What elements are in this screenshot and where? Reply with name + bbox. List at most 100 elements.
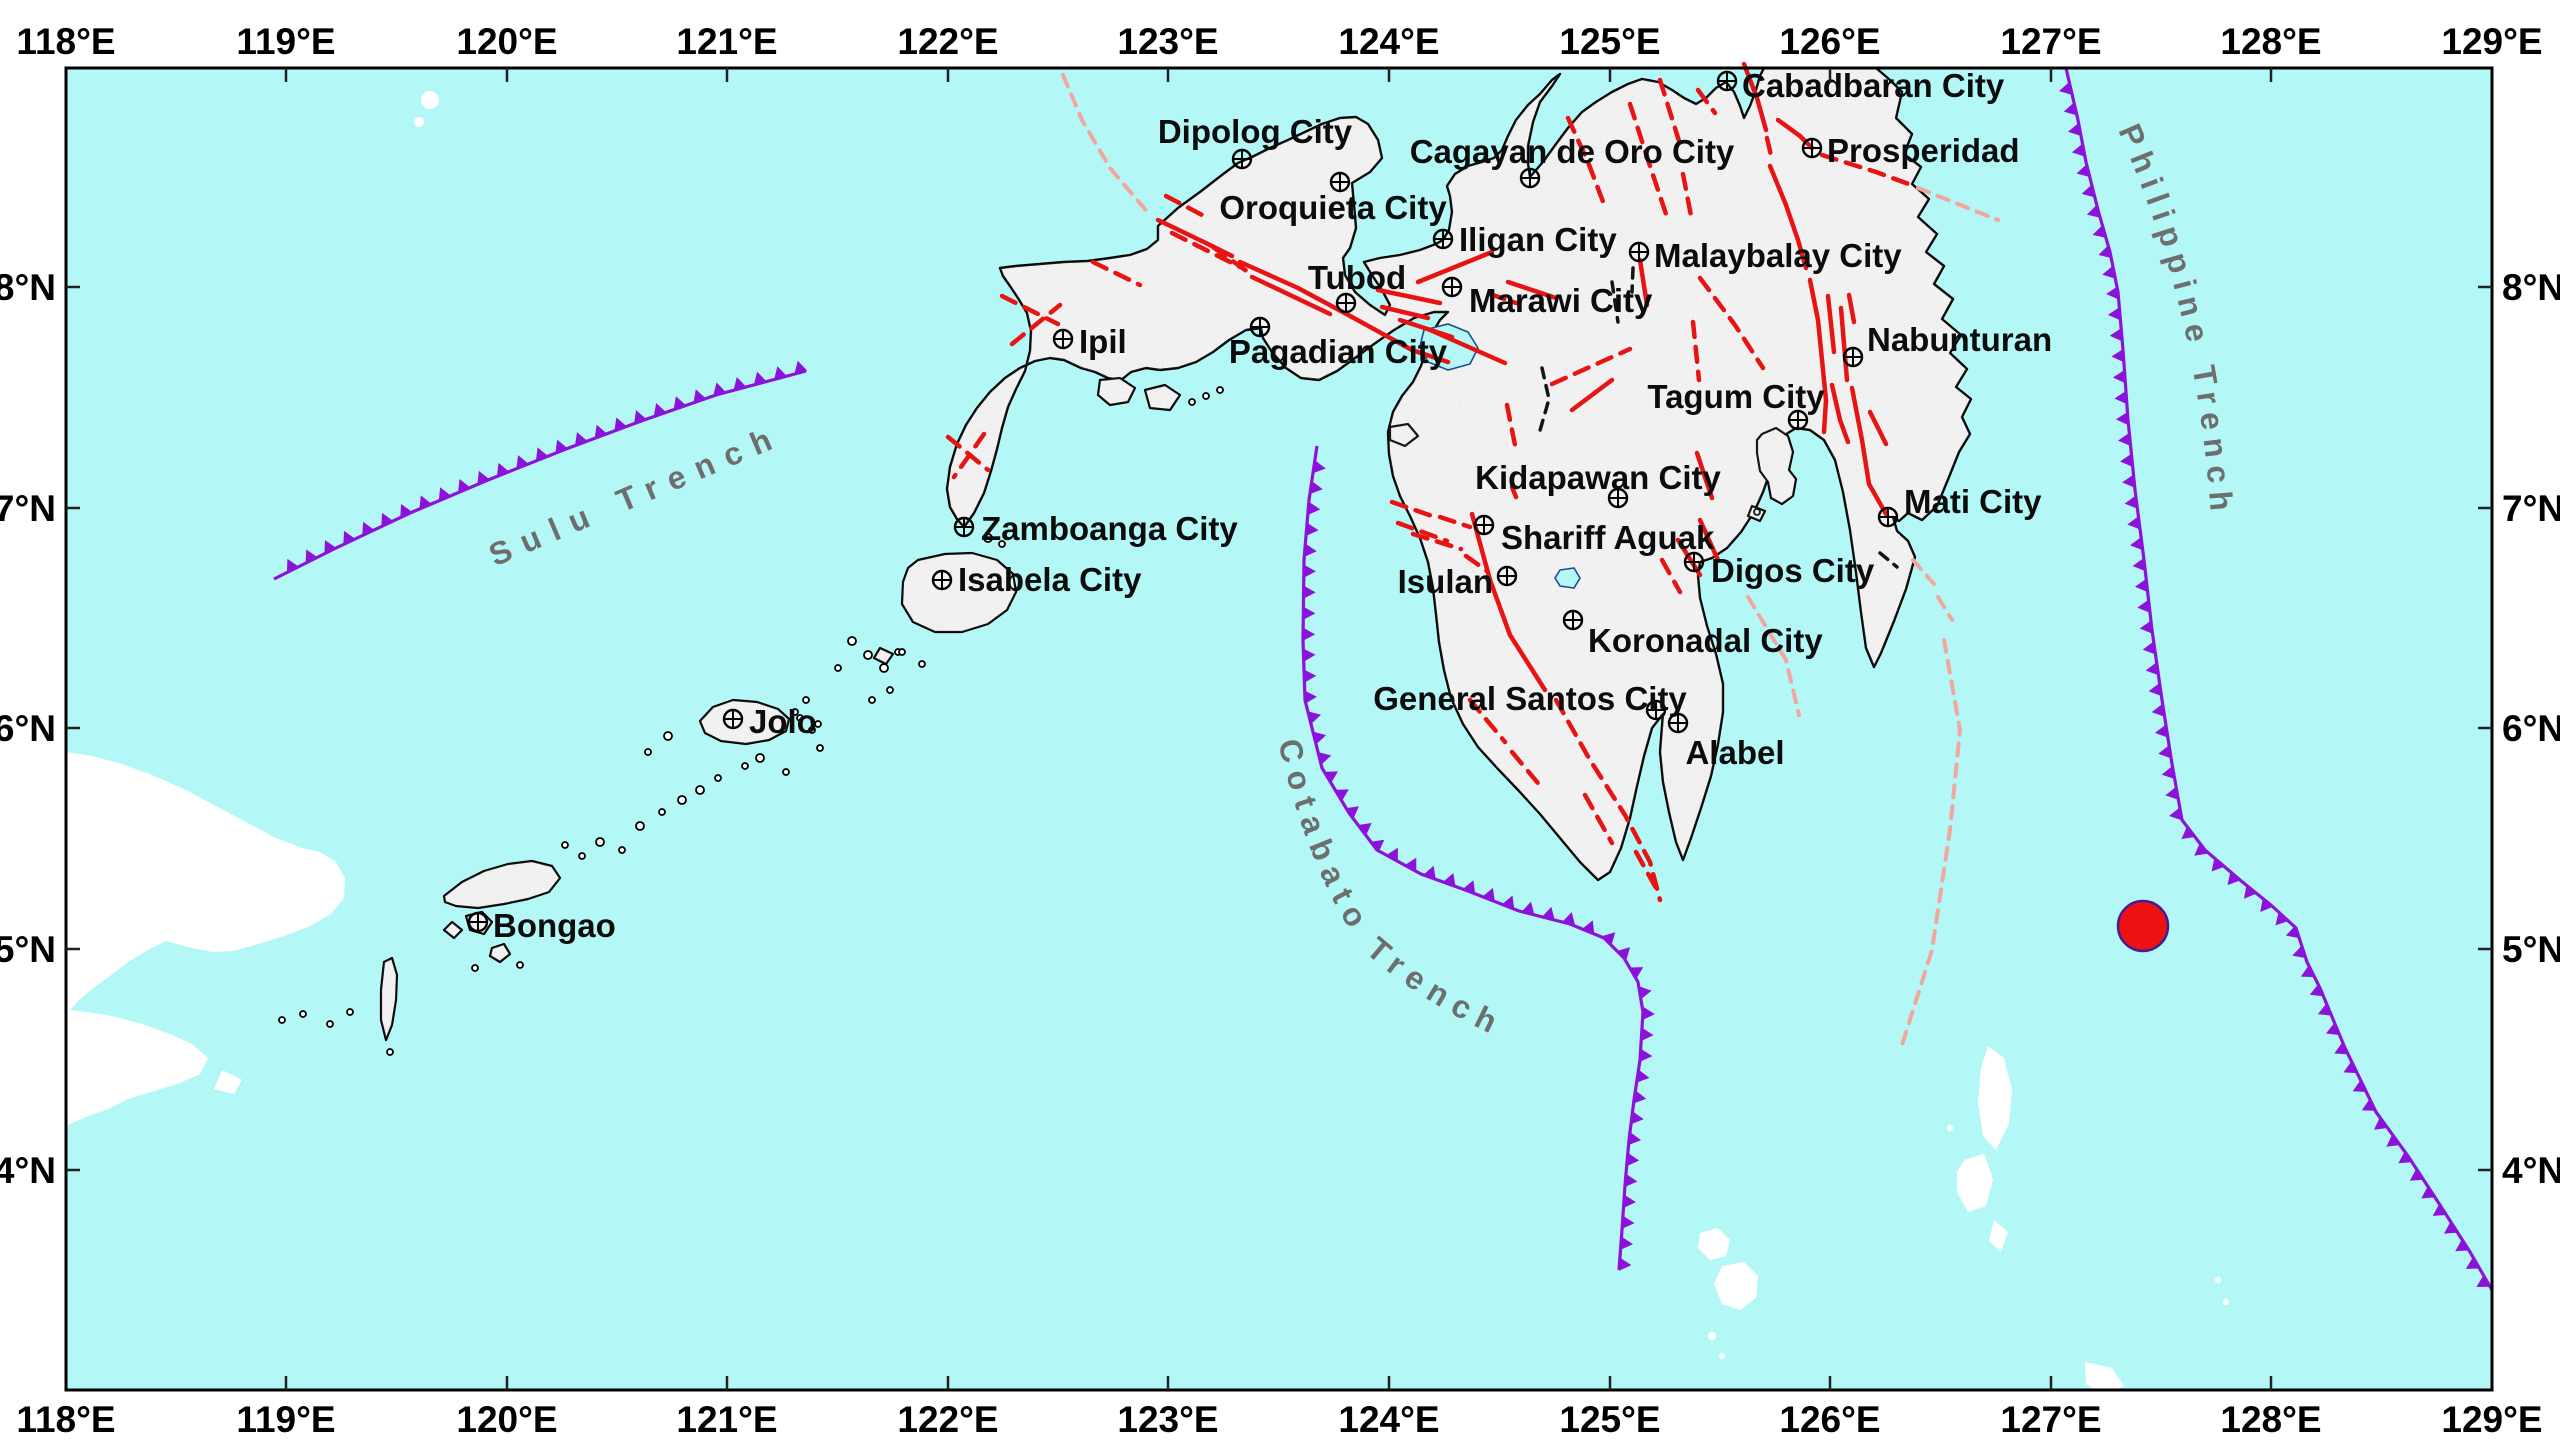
- fault-line-dashed: [1680, 171, 1695, 224]
- axis-label-bottom: 129°E: [2441, 1399, 2542, 1440]
- islet: [802, 696, 810, 704]
- city-label: Isulan: [1398, 563, 1493, 600]
- fault-line-dashed: [1509, 484, 1519, 500]
- fault-line-dashed: [999, 293, 1061, 327]
- islet: [868, 696, 876, 704]
- city-label: Pagadian City: [1229, 333, 1448, 370]
- city-label: Nabunturan: [1867, 321, 2052, 358]
- city-label: Malaybalay City: [1654, 237, 1902, 274]
- fault-line-dashed: [951, 431, 987, 480]
- fault-line-dashed: [1565, 115, 1608, 210]
- fault-line-pink-dashed: [1061, 73, 1152, 217]
- fault-line-dashed: [1009, 302, 1063, 347]
- fault-line-dashed: [1437, 514, 1473, 530]
- city-alabel: Alabel: [1667, 712, 1785, 771]
- islet: [814, 720, 822, 728]
- city-label: Mati City: [1904, 483, 2042, 520]
- city-label: Tubod: [1308, 259, 1406, 296]
- fault-line-black-dashed: [1537, 366, 1551, 436]
- city-label: Ipil: [1079, 323, 1127, 360]
- fault-line-solid: [1427, 327, 1508, 366]
- fault-line-solid: [1505, 279, 1559, 301]
- city-label: Tagum City: [1647, 378, 1825, 415]
- axis-label-bottom: 127°E: [2000, 1399, 2101, 1440]
- fault-line-solid: [1846, 292, 1857, 325]
- islet: [595, 837, 605, 847]
- fault-line-dashed: [1169, 230, 1243, 270]
- fault-line-dashed: [1627, 101, 1671, 223]
- fault-line-solid: [1415, 249, 1495, 285]
- fault-line-solid: [1775, 117, 1815, 151]
- fault-line-pink-dashed: [1916, 186, 2000, 222]
- islet-plain: [2215, 1277, 2221, 1283]
- fault-line-solid: [1469, 511, 1548, 693]
- fault-line-pink-dashed: [1746, 595, 1801, 717]
- fault-line-dashed: [1163, 193, 1205, 218]
- city-label: Prosperidad: [1827, 132, 2020, 169]
- axis-label-right: 8°N: [2502, 267, 2560, 308]
- fault-line-pink-dashed: [1936, 595, 1954, 622]
- islet: [998, 540, 1006, 548]
- city-label: Digos City: [1711, 552, 1875, 589]
- islet-plain: [2223, 1299, 2229, 1305]
- islet: [847, 636, 857, 646]
- fault-line-dashed: [1819, 152, 1917, 189]
- fault-line-dashed: [1090, 259, 1143, 288]
- city-pagadian-city: Pagadian City: [1229, 316, 1448, 370]
- fault-line-solid: [1379, 304, 1431, 321]
- islet: [618, 846, 626, 854]
- axis-label-bottom: 124°E: [1338, 1399, 1439, 1440]
- fault-line-solid: [1637, 257, 1650, 308]
- city-prosperidad: Prosperidad: [1801, 132, 2020, 169]
- islet: [1216, 386, 1224, 394]
- islet: [658, 808, 666, 816]
- fault-line-solid: [1849, 385, 1889, 517]
- axis-label-left: 6°N: [0, 708, 56, 749]
- city-layer: Dipolog City Oroquieta City Cagayan de Oro…: [467, 67, 2052, 944]
- city-label: Cagayan de Oro City: [1410, 133, 1735, 170]
- city-cagayan-de-oro-city: Cagayan de Oro City: [1410, 133, 1735, 189]
- fault-line-pink-dashed: [1900, 638, 1963, 1047]
- axis-label-bottom: 125°E: [1559, 1399, 1660, 1440]
- landmass-plain: [1698, 1228, 1730, 1260]
- islet: [834, 664, 842, 672]
- fault-line-dashed: [1467, 697, 1508, 745]
- axis-label-top: 129°E: [2441, 21, 2542, 62]
- city-label: Dipolog City: [1158, 113, 1353, 150]
- fault-line-solid: [1694, 450, 1715, 501]
- fault-line-solid: [1767, 163, 1809, 271]
- axis-label-left: 8°N: [0, 267, 56, 308]
- islet: [346, 1008, 354, 1016]
- city-koronadal-city: Koronadal City: [1562, 609, 1823, 659]
- fault-line-dashed: [1690, 319, 1702, 383]
- islet-plain: [1719, 1353, 1725, 1359]
- fault-line-solid: [1825, 293, 1837, 355]
- islet: [1202, 392, 1210, 400]
- city-ipil: Ipil: [1052, 323, 1127, 360]
- islet: [983, 533, 993, 543]
- islet-plain: [1947, 1125, 1953, 1131]
- islet: [516, 961, 524, 969]
- axis-label-top: 127°E: [2000, 21, 2101, 62]
- islet: [886, 686, 894, 694]
- city-isulan: Isulan: [1398, 563, 1518, 600]
- fault-lines-layer: [945, 61, 2000, 1047]
- city-nabunturan: Nabunturan: [1842, 321, 2052, 368]
- fault-line-solid: [1675, 537, 1703, 578]
- axis-label-bottom: 123°E: [1117, 1399, 1218, 1440]
- islet: [796, 714, 804, 722]
- fault-line-dashed: [1389, 499, 1435, 519]
- islet: [677, 795, 687, 805]
- islet: [1188, 398, 1196, 406]
- axis-label-bottom: 126°E: [1779, 1399, 1880, 1440]
- axis-label-top: 120°E: [456, 21, 557, 62]
- city-label: Alabel: [1685, 734, 1784, 771]
- axis-label-top: 121°E: [676, 21, 777, 62]
- trench-teeth-sulu-trench: [286, 360, 808, 573]
- axis-label-top: 128°E: [2220, 21, 2321, 62]
- lake: [1554, 567, 1581, 589]
- city-dipolog-city: Dipolog City: [1158, 113, 1353, 170]
- islet: [918, 660, 926, 668]
- fault-line-dashed: [1697, 275, 1766, 371]
